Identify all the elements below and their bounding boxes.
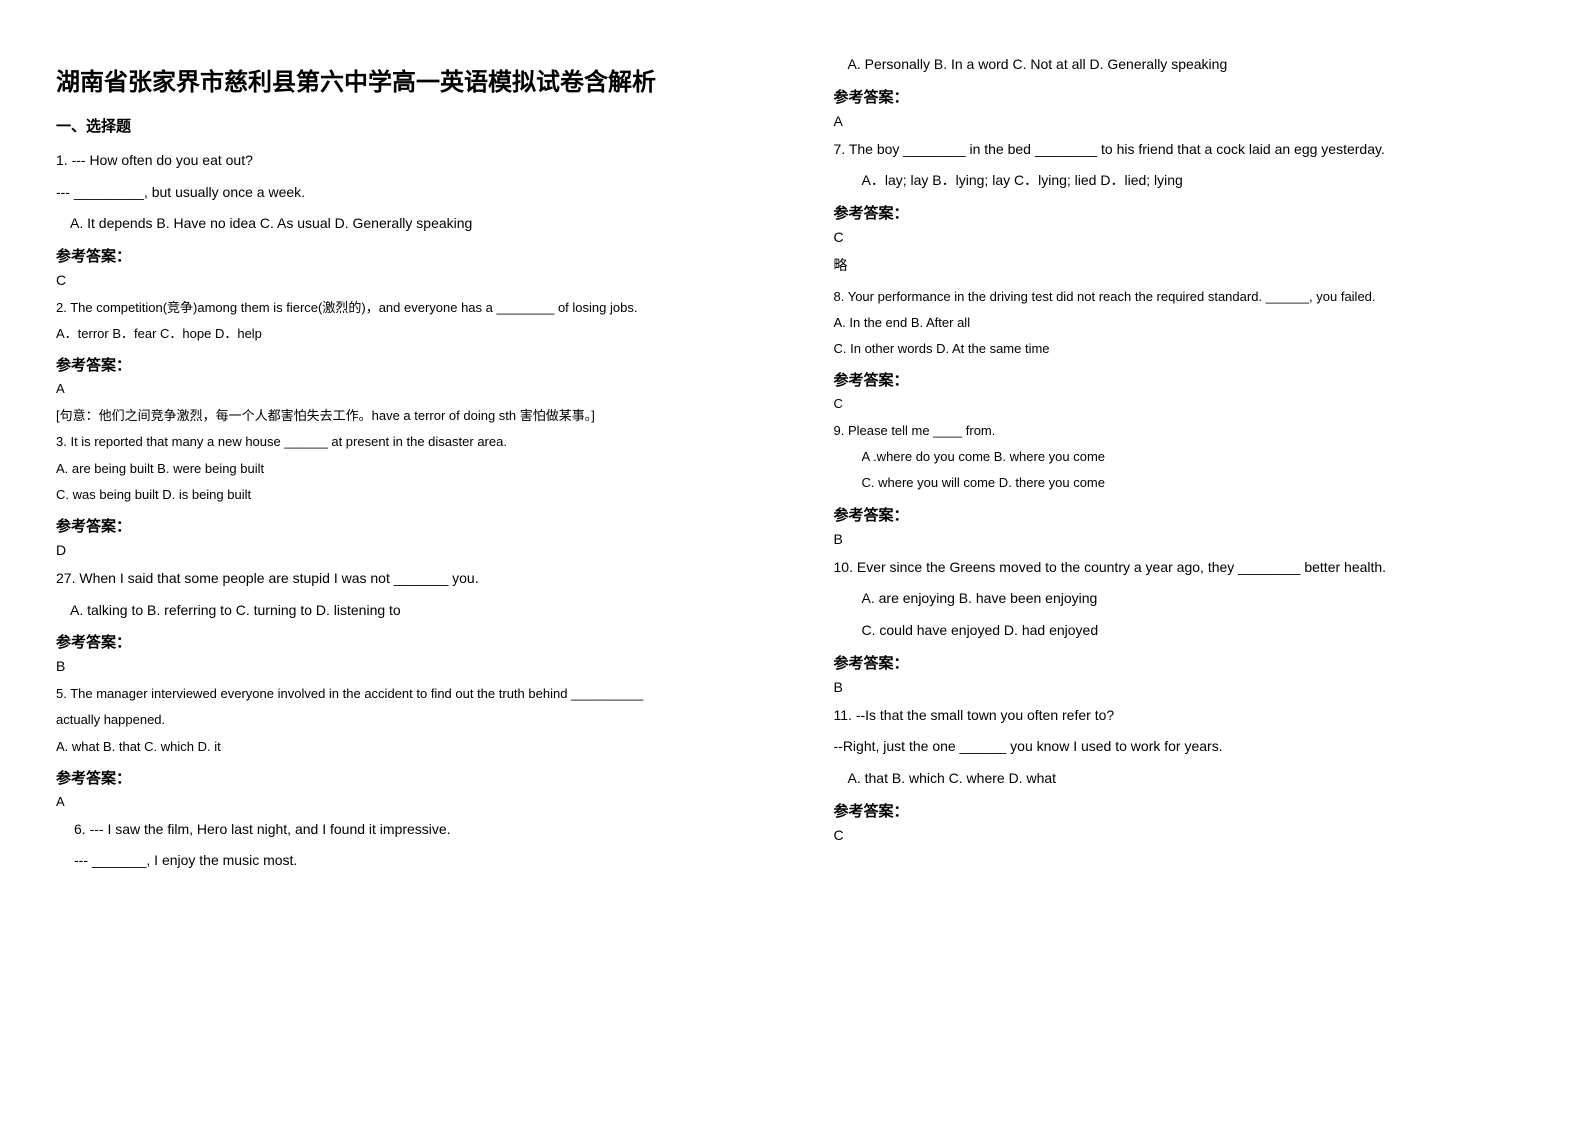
q2-note: [句意：他们之间竞争激烈，每一个人都害怕失去工作。have a terror o… xyxy=(56,406,754,426)
page: 湖南省张家界市慈利县第六中学高一英语模拟试卷含解析 一、选择题 1. --- H… xyxy=(0,0,1587,1122)
right-column: A. Personally B. In a word C. Not at all… xyxy=(794,0,1587,1122)
q11-answer: C xyxy=(834,827,1540,843)
q9-opt2: C. where you will come D. there you come xyxy=(862,473,1540,493)
answer-label: 参考答案： xyxy=(834,800,1540,821)
section-heading: 一、选择题 xyxy=(56,115,754,136)
q1-line1: 1. --- How often do you eat out? xyxy=(56,150,754,172)
q3-opt1: A. are being built B. were being built xyxy=(56,459,754,479)
q11-line2: --Right, just the one ______ you know I … xyxy=(834,736,1540,758)
answer-label: 参考答案： xyxy=(834,86,1540,107)
answer-label: 参考答案： xyxy=(56,515,754,536)
q4-answer: B xyxy=(56,658,754,674)
q6-line1: 6. --- I saw the film, Hero last night, … xyxy=(74,819,754,841)
q5-answer: A xyxy=(56,794,754,809)
q5-options: A. what B. that C. which D. it xyxy=(56,737,754,757)
q2-answer: A xyxy=(56,381,754,396)
q4-options: A. talking to B. referring to C. turning… xyxy=(70,600,754,622)
q7-answer: C xyxy=(834,229,1540,245)
doc-title: 湖南省张家界市慈利县第六中学高一英语模拟试卷含解析 xyxy=(56,62,754,97)
q9-line1: 9. Please tell me ____ from. xyxy=(834,421,1540,441)
answer-label: 参考答案： xyxy=(834,652,1540,673)
q2-line1: 2. The competition(竞争)among them is fier… xyxy=(56,298,754,318)
q7-options: A．lay; lay B．lying; lay C．lying; lied D．… xyxy=(862,170,1540,192)
answer-label: 参考答案： xyxy=(834,504,1540,525)
answer-label: 参考答案： xyxy=(834,369,1540,390)
q1-line2: --- _________, but usually once a week. xyxy=(56,182,754,204)
q4-line1: 27. When I said that some people are stu… xyxy=(56,568,754,590)
answer-label: 参考答案： xyxy=(56,354,754,375)
q7-note: 略 xyxy=(834,255,1540,277)
left-column: 湖南省张家界市慈利县第六中学高一英语模拟试卷含解析 一、选择题 1. --- H… xyxy=(0,0,794,1122)
q10-line1: 10. Ever since the Greens moved to the c… xyxy=(834,557,1540,579)
answer-label: 参考答案： xyxy=(834,202,1540,223)
q11-options: A. that B. which C. where D. what xyxy=(848,768,1540,790)
q8-line1: 8. Your performance in the driving test … xyxy=(834,287,1540,307)
answer-label: 参考答案： xyxy=(56,631,754,652)
q8-answer: C xyxy=(834,396,1540,411)
q10-opt2: C. could have enjoyed D. had enjoyed xyxy=(862,620,1540,642)
answer-label: 参考答案： xyxy=(56,767,754,788)
q1-answer: C xyxy=(56,272,754,288)
q6-line2: --- _______, I enjoy the music most. xyxy=(74,850,754,872)
q9-opt1: A .where do you come B. where you come xyxy=(862,447,1540,467)
q7-line1: 7. The boy ________ in the bed ________ … xyxy=(834,139,1540,161)
q10-opt1: A. are enjoying B. have been enjoying xyxy=(862,588,1540,610)
q3-answer: D xyxy=(56,542,754,558)
answer-label: 参考答案： xyxy=(56,245,754,266)
q8-opt2: C. In other words D. At the same time xyxy=(834,339,1540,359)
q6-options: A. Personally B. In a word C. Not at all… xyxy=(848,54,1540,76)
q5-line1: 5. The manager interviewed everyone invo… xyxy=(56,684,754,704)
q2-options: A．terror B．fear C．hope D．help xyxy=(56,324,754,344)
q1-options: A. It depends B. Have no idea C. As usua… xyxy=(70,213,754,235)
q10-answer: B xyxy=(834,679,1540,695)
q11-line1: 11. --Is that the small town you often r… xyxy=(834,705,1540,727)
q3-opt2: C. was being built D. is being built xyxy=(56,485,754,505)
q3-line1: 3. It is reported that many a new house … xyxy=(56,432,754,452)
q6-answer: A xyxy=(834,113,1540,129)
q5-line2: actually happened. xyxy=(56,710,754,730)
q8-opt1: A. In the end B. After all xyxy=(834,313,1540,333)
q9-answer: B xyxy=(834,531,1540,547)
